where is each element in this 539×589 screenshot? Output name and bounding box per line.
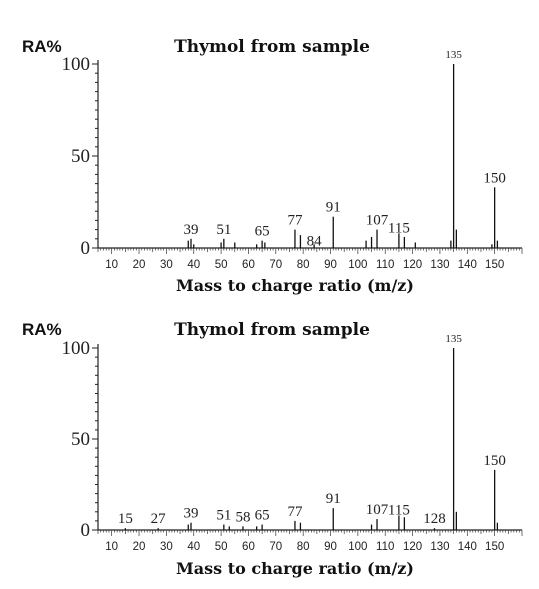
x-axis-label: Mass to charge ratio (m/z) bbox=[176, 559, 414, 578]
peak-label: 115 bbox=[388, 502, 410, 518]
x-tick-label: 20 bbox=[133, 259, 146, 271]
y-tick-label: 50 bbox=[71, 146, 90, 167]
x-tick-label: 90 bbox=[324, 541, 337, 553]
peak-label: 135 bbox=[445, 49, 462, 61]
x-tick-label: 130 bbox=[430, 259, 449, 271]
peak-label: 84 bbox=[307, 233, 323, 249]
x-tick-label: 30 bbox=[160, 259, 173, 271]
x-tick-label: 50 bbox=[215, 259, 228, 271]
peak-label: 65 bbox=[255, 508, 270, 524]
peak-label: 65 bbox=[255, 224, 270, 240]
y-tick-label: 100 bbox=[62, 338, 91, 359]
peak-label: 91 bbox=[326, 491, 341, 507]
peak-label: 150 bbox=[483, 170, 506, 186]
x-tick-label: 120 bbox=[403, 259, 422, 271]
peak-label: 15 bbox=[118, 511, 133, 527]
peak-label: 107 bbox=[366, 213, 389, 229]
x-tick-label: 110 bbox=[376, 259, 394, 271]
peak-label: 77 bbox=[287, 504, 303, 520]
x-tick-label: 50 bbox=[215, 541, 228, 553]
y-axis-label: RA% bbox=[22, 320, 62, 339]
x-tick-label: 60 bbox=[242, 259, 255, 271]
peaks bbox=[124, 348, 499, 530]
peak-label: 150 bbox=[483, 453, 506, 469]
peak-label: 91 bbox=[326, 200, 341, 216]
peaks bbox=[187, 64, 499, 248]
x-tick-label: 40 bbox=[187, 259, 200, 271]
x-tick-label: 140 bbox=[458, 259, 477, 271]
x-tick-label: 30 bbox=[160, 541, 173, 553]
peak-label: 107 bbox=[366, 502, 389, 518]
x-tick-label: 140 bbox=[458, 541, 477, 553]
x-tick-label: 80 bbox=[297, 541, 310, 553]
peak-label: 51 bbox=[216, 508, 231, 524]
peak-label: 39 bbox=[184, 506, 199, 522]
x-tick-label: 100 bbox=[348, 541, 367, 553]
spectrum-panel-top: RA% Thymol from sample Mass to charge ra… bbox=[22, 37, 523, 295]
peak-label: 58 bbox=[235, 509, 250, 525]
x-tick-label: 110 bbox=[376, 541, 394, 553]
x-tick-label: 120 bbox=[403, 541, 422, 553]
y-axis-label: RA% bbox=[22, 37, 62, 56]
peak-label: 135 bbox=[445, 333, 462, 345]
x-tick-label: 130 bbox=[430, 541, 449, 553]
tick-labels: 0 50 100 10 20 30 40 50 60 70 80 90 100 110 120 130 140 1… bbox=[62, 338, 505, 553]
peak-label: 128 bbox=[423, 511, 446, 527]
x-tick-label: 80 bbox=[297, 259, 310, 271]
peak-label: 39 bbox=[184, 222, 199, 238]
axes bbox=[92, 344, 523, 536]
axes bbox=[92, 60, 523, 254]
x-tick-label: 90 bbox=[324, 259, 337, 271]
x-tick-label: 100 bbox=[348, 259, 367, 271]
x-tick-label: 40 bbox=[187, 541, 200, 553]
peak-label: 115 bbox=[388, 220, 410, 236]
tick-labels: 0 50 100 10 20 30 40 50 60 70 80 90 100 110 120 130 140 1… bbox=[62, 54, 505, 271]
x-axis-label: Mass to charge ratio (m/z) bbox=[176, 276, 414, 295]
chart-title: Thymol from sample bbox=[174, 320, 370, 340]
x-tick-label: 70 bbox=[269, 259, 282, 271]
y-tick-label: 0 bbox=[81, 238, 91, 259]
y-tick-label: 100 bbox=[62, 54, 91, 75]
y-tick-label: 50 bbox=[71, 429, 90, 450]
x-tick-label: 150 bbox=[485, 259, 504, 271]
peak-label: 51 bbox=[216, 222, 231, 238]
x-tick-label: 20 bbox=[133, 541, 146, 553]
x-tick-label: 10 bbox=[105, 541, 118, 553]
x-tick-label: 150 bbox=[485, 541, 504, 553]
peak-label: 27 bbox=[151, 511, 167, 527]
x-tick-label: 10 bbox=[105, 259, 118, 271]
x-tick-label: 60 bbox=[242, 541, 255, 553]
peak-labels: 15 27 39 51 58 65 77 91 107 115 128 135 150 bbox=[118, 333, 506, 527]
x-tick-label: 70 bbox=[269, 541, 282, 553]
chart-title: Thymol from sample bbox=[174, 37, 370, 57]
y-tick-label: 0 bbox=[81, 520, 91, 541]
peak-label: 77 bbox=[287, 213, 303, 229]
spectrum-panel-bottom: RA% Thymol from sample Mass to charge ra… bbox=[22, 320, 523, 578]
